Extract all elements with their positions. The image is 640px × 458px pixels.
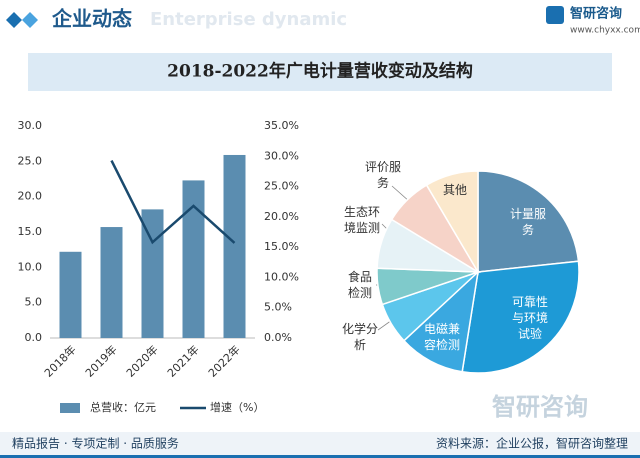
bar <box>182 180 205 338</box>
logo: 智研咨询 <box>570 6 622 22</box>
pie-label: 计量服务 <box>510 207 546 237</box>
header: Enterprise dynamic 企业动态 智研咨询 www.chyxx.c… <box>6 6 640 36</box>
bar <box>59 251 82 338</box>
logo-icon <box>546 6 564 24</box>
footer-bar <box>0 432 640 458</box>
pie-label: 生态环境监测 <box>344 205 380 235</box>
bar <box>141 209 164 338</box>
legend-label: 增速（%） <box>210 400 264 414</box>
watermark: 智研咨询 <box>492 393 588 421</box>
footer-line <box>0 455 640 458</box>
diamond-icon <box>6 12 22 28</box>
y-tick-label: 0.0 <box>25 331 43 344</box>
y2-tick-label: 20.0% <box>264 210 299 223</box>
y2-tick-label: 5.0% <box>264 301 292 314</box>
footer-left: 精品报告 · 专项定制 · 品质服务 <box>12 436 179 451</box>
y2-tick-label: 10.0% <box>264 270 299 283</box>
y2-tick-label: 25.0% <box>264 180 299 193</box>
pie-slice <box>477 170 580 273</box>
diamond-icon <box>22 12 38 28</box>
legend-swatch <box>60 403 80 413</box>
title-box <box>28 53 612 91</box>
bar <box>100 227 123 338</box>
pie-slice <box>425 170 479 275</box>
y-tick-label: 10.0 <box>18 260 43 273</box>
y-tick-label: 25.0 <box>18 154 43 167</box>
y2-tick-label: 0.0% <box>264 331 292 344</box>
pie-label: 电磁兼容检测 <box>424 321 460 352</box>
growth-line <box>110 159 236 245</box>
y-tick-label: 5.0 <box>25 296 43 309</box>
pie-slice <box>461 260 580 374</box>
bar <box>223 154 246 338</box>
y2-tick-label: 35.0% <box>264 119 299 132</box>
y-tick-label: 30.0 <box>18 119 43 132</box>
y-tick-label: 20.0 <box>18 190 43 203</box>
pie-label: 其他 <box>443 183 467 197</box>
logo-url: www.chyxx.com <box>570 26 640 36</box>
y2-tick-label: 30.0% <box>264 149 299 162</box>
pie-slice <box>402 269 480 373</box>
header-subtitle: Enterprise dynamic <box>150 9 347 30</box>
chart-title: 2018-2022年广电计量营收变动及结构 <box>167 61 473 82</box>
pie-label: 可靠性与环境试验 <box>512 295 548 341</box>
y2-tick-label: 15.0% <box>264 240 299 253</box>
y-tick-label: 15.0 <box>18 225 43 238</box>
pie-label: 化学分析 <box>342 321 378 352</box>
header-title: 企业动态 <box>51 7 132 31</box>
footer-right: 资料来源：企业公报，智研咨询整理 <box>436 436 628 451</box>
legend-label: 总营收：亿元 <box>90 400 156 414</box>
pie-label: 食品检测 <box>348 269 372 300</box>
pie-label: 评价服务 <box>365 160 401 190</box>
